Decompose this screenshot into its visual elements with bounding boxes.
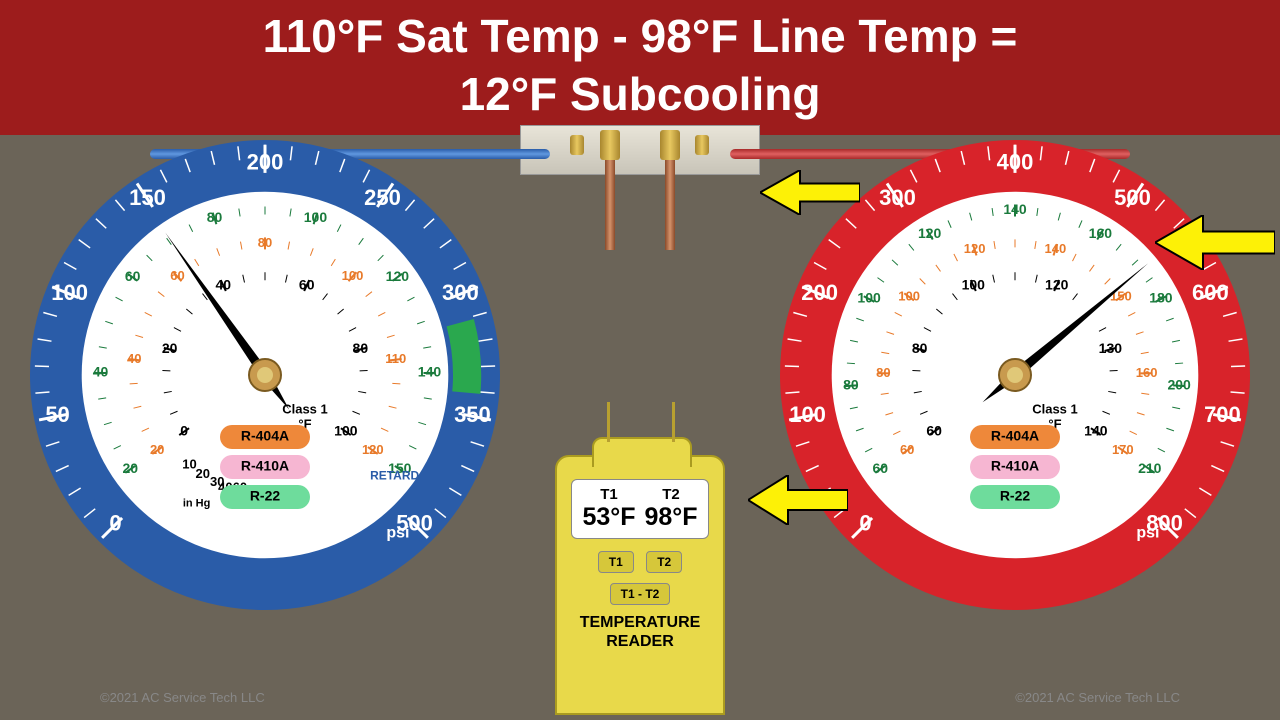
svg-text:110: 110 (385, 351, 406, 366)
svg-text:40: 40 (93, 364, 109, 380)
svg-text:160: 160 (1089, 225, 1113, 241)
reader-label-t2: T2 (662, 486, 680, 503)
svg-text:100: 100 (334, 422, 358, 438)
svg-text:60: 60 (926, 422, 942, 438)
svg-text:80: 80 (843, 376, 859, 392)
svg-text:R-22: R-22 (1000, 488, 1031, 504)
svg-text:0: 0 (859, 510, 871, 535)
svg-text:120: 120 (918, 225, 942, 241)
svg-text:300: 300 (879, 185, 916, 210)
svg-text:20: 20 (162, 340, 178, 356)
svg-text:210: 210 (1138, 460, 1162, 476)
svg-text:100: 100 (51, 280, 88, 305)
svg-text:150: 150 (129, 185, 166, 210)
svg-text:130: 130 (1099, 340, 1123, 356)
reader-wire-t2 (672, 402, 675, 442)
svg-text:500: 500 (1114, 185, 1151, 210)
svg-text:170: 170 (1112, 442, 1134, 457)
reader-btn-t2[interactable]: T2 (646, 551, 682, 573)
title-banner: 110°F Sat Temp - 98°F Line Temp = 12°F S… (0, 0, 1280, 135)
svg-text:140: 140 (1084, 422, 1108, 438)
valve-cap-1 (570, 135, 584, 155)
svg-text:40: 40 (215, 276, 231, 292)
reader-wire-t1 (607, 402, 610, 442)
svg-text:100: 100 (857, 290, 881, 306)
svg-text:20: 20 (122, 460, 138, 476)
svg-text:40: 40 (127, 351, 141, 366)
svg-text:60: 60 (900, 442, 914, 457)
svg-text:20: 20 (196, 466, 210, 481)
banner-line2: 12°F Subcooling (0, 66, 1280, 124)
pointer-arrow (1155, 215, 1275, 270)
svg-text:180: 180 (1149, 290, 1173, 306)
brass-fitting-left (600, 130, 620, 160)
svg-text:300: 300 (442, 280, 479, 305)
svg-text:Class 1: Class 1 (1032, 401, 1078, 416)
svg-text:psi: psi (386, 525, 409, 542)
copper-pipe-right (665, 160, 675, 250)
svg-text:120: 120 (362, 442, 384, 457)
copyright-right: ©2021 AC Service Tech LLC (1015, 690, 1180, 705)
svg-text:120: 120 (386, 268, 410, 284)
svg-text:60: 60 (170, 268, 184, 283)
valve-cap-2 (695, 135, 709, 155)
reader-value-t2: 98°F (644, 503, 697, 532)
copyright-left: ©2021 AC Service Tech LLC (100, 690, 265, 705)
svg-text:R-404A: R-404A (991, 428, 1039, 444)
svg-text:RETARD: RETARD (370, 468, 419, 482)
diagram-area: 050100150200250300350500psi2040608010012… (0, 135, 1280, 715)
svg-text:0: 0 (180, 422, 188, 438)
reader-btn-diff[interactable]: T1 - T2 (610, 583, 671, 605)
svg-text:80: 80 (912, 340, 928, 356)
svg-text:700: 700 (1204, 402, 1241, 427)
pointer-arrow (760, 170, 860, 215)
svg-text:psi: psi (1136, 525, 1159, 542)
brass-fitting-right (660, 130, 680, 160)
svg-text:R-404A: R-404A (241, 428, 289, 444)
reader-value-t1: 53°F (582, 503, 635, 532)
svg-text:60: 60 (872, 460, 888, 476)
low-side-gauge: 050100150200250300350500psi2040608010012… (30, 140, 500, 610)
svg-text:350: 350 (454, 402, 491, 427)
svg-text:80: 80 (353, 340, 369, 356)
svg-text:200: 200 (1167, 376, 1191, 392)
svg-text:100: 100 (789, 402, 826, 427)
svg-text:100: 100 (898, 288, 920, 303)
svg-text:0: 0 (109, 510, 121, 535)
svg-text:150: 150 (1110, 288, 1132, 303)
banner-line1: 110°F Sat Temp - 98°F Line Temp = (0, 8, 1280, 66)
pointer-arrow (748, 475, 848, 525)
svg-text:R-22: R-22 (250, 488, 281, 504)
svg-text:100: 100 (962, 276, 986, 292)
svg-text:80: 80 (876, 365, 890, 380)
svg-text:600: 600 (1192, 280, 1229, 305)
svg-text:200: 200 (801, 280, 838, 305)
service-fittings (540, 130, 740, 240)
svg-text:100: 100 (342, 268, 364, 283)
svg-text:in Hg: in Hg (183, 498, 211, 510)
svg-text:R-410A: R-410A (991, 458, 1039, 474)
temperature-reader: T1 T2 53°F 98°F T1 T2 T1 - T2 TEMPERATUR… (555, 455, 725, 715)
reader-label-t1: T1 (600, 486, 618, 503)
copper-pipe-left (605, 160, 615, 250)
svg-text:60: 60 (125, 268, 141, 284)
svg-text:140: 140 (418, 364, 442, 380)
reader-btn-t1[interactable]: T1 (598, 551, 634, 573)
svg-text:R-410A: R-410A (241, 458, 289, 474)
svg-text:50: 50 (45, 402, 69, 427)
reader-title: TEMPERATURE READER (557, 613, 723, 651)
svg-text:20: 20 (150, 442, 164, 457)
svg-text:250: 250 (364, 185, 401, 210)
reader-screen: T1 T2 53°F 98°F (571, 479, 709, 539)
svg-text:160: 160 (1136, 365, 1158, 380)
svg-text:Class 1: Class 1 (282, 401, 328, 416)
